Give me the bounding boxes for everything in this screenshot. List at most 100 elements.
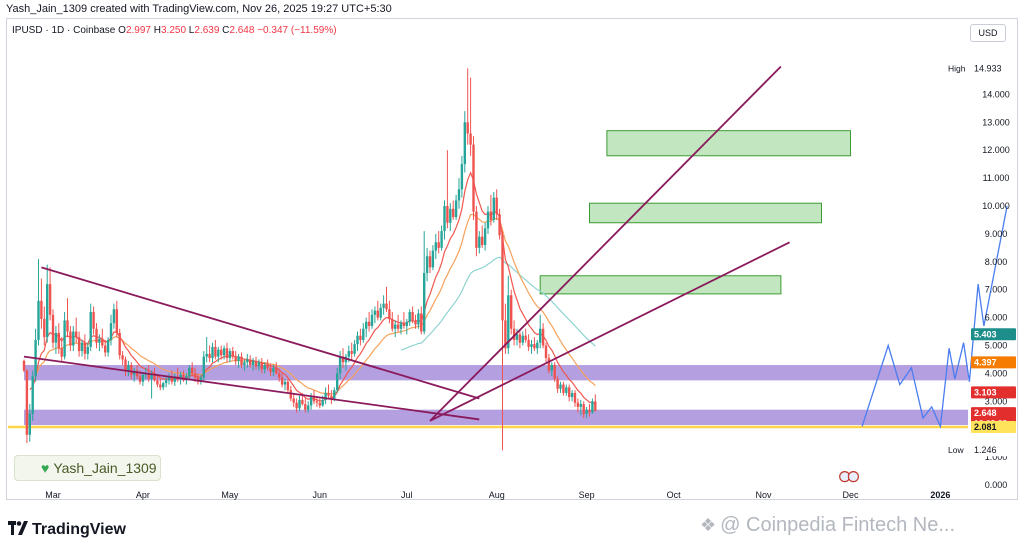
candle-body[interactable] <box>147 373 150 379</box>
candle-body[interactable] <box>367 321 371 326</box>
candle-body[interactable] <box>507 295 510 349</box>
candle-body[interactable] <box>559 384 562 389</box>
candle-body[interactable] <box>504 320 507 349</box>
candle-body[interactable] <box>135 370 139 377</box>
candle-body[interactable] <box>28 413 31 435</box>
candle-body[interactable] <box>109 323 113 340</box>
candle-body[interactable] <box>553 365 556 379</box>
candle-body[interactable] <box>327 392 330 396</box>
candle-body[interactable] <box>251 360 255 366</box>
candle-body[interactable] <box>263 365 266 370</box>
candle-body[interactable] <box>544 345 548 359</box>
candle-body[interactable] <box>420 313 423 332</box>
candle-body[interactable] <box>83 342 87 354</box>
candle-body[interactable] <box>295 402 298 409</box>
candle-body[interactable] <box>40 300 43 319</box>
candle-body[interactable] <box>211 346 214 359</box>
candle-body[interactable] <box>350 351 353 354</box>
candle-body[interactable] <box>249 359 252 366</box>
candle-body[interactable] <box>373 310 377 315</box>
candle-body[interactable] <box>234 356 237 361</box>
candle-body[interactable] <box>257 362 261 367</box>
candle-body[interactable] <box>80 342 84 352</box>
candle-body[interactable] <box>414 320 417 325</box>
candle-body[interactable] <box>156 380 159 385</box>
candle-body[interactable] <box>275 367 278 374</box>
candle-body[interactable] <box>492 197 495 220</box>
candle-body[interactable] <box>208 353 211 359</box>
candle-body[interactable] <box>283 381 287 385</box>
candle-body[interactable] <box>315 401 319 403</box>
candle-body[interactable] <box>280 377 284 385</box>
candle-body[interactable] <box>466 122 469 134</box>
candle-body[interactable] <box>115 309 118 333</box>
candle-body[interactable] <box>307 405 310 410</box>
candle-body[interactable] <box>118 332 121 356</box>
candle-body[interactable] <box>240 356 243 366</box>
candle-body[interactable] <box>431 250 435 268</box>
candle-body[interactable] <box>338 356 342 374</box>
candle-body[interactable] <box>463 122 466 165</box>
candle-body[interactable] <box>127 365 130 371</box>
candle-body[interactable] <box>434 242 437 251</box>
candle-body[interactable] <box>475 211 478 248</box>
candle-body[interactable] <box>266 365 269 368</box>
candle-body[interactable] <box>365 321 368 329</box>
candle-body[interactable] <box>202 356 205 378</box>
candle-body[interactable] <box>167 377 171 381</box>
candle-body[interactable] <box>341 356 345 363</box>
candle-body[interactable] <box>104 345 107 353</box>
candle-body[interactable] <box>141 374 145 382</box>
candle-body[interactable] <box>594 401 597 412</box>
candle-body[interactable] <box>286 381 290 391</box>
candle-body[interactable] <box>121 355 124 360</box>
trendline-wedge-bottom-down[interactable] <box>23 355 480 421</box>
candle-body[interactable] <box>301 399 304 405</box>
candle-body[interactable] <box>106 339 110 353</box>
candle-body[interactable] <box>22 360 26 371</box>
legend-symbol[interactable]: IPUSD · 1D · Coinbase <box>12 25 116 36</box>
candle-body[interactable] <box>51 314 55 343</box>
candle-body[interactable] <box>170 377 174 382</box>
candle-body[interactable] <box>162 383 165 388</box>
candle-body[interactable] <box>527 339 530 347</box>
candle-body[interactable] <box>556 378 559 389</box>
candle-body[interactable] <box>222 348 226 356</box>
candle-body[interactable] <box>399 323 403 329</box>
candle-body[interactable] <box>95 328 98 343</box>
trendline-channel-lower[interactable] <box>429 241 791 422</box>
projection-path[interactable] <box>861 205 1008 429</box>
candle-body[interactable] <box>101 338 104 346</box>
candle-body[interactable] <box>486 211 490 229</box>
candle-body[interactable] <box>469 133 472 145</box>
candle-body[interactable] <box>298 399 301 409</box>
tradingview-brand[interactable]: TradingView <box>8 520 126 539</box>
candle-body[interactable] <box>124 359 127 371</box>
candle-body[interactable] <box>385 303 388 310</box>
candle-body[interactable] <box>495 197 498 215</box>
candle-body[interactable] <box>524 335 527 340</box>
candle-body[interactable] <box>425 256 429 273</box>
candle-body[interactable] <box>205 353 208 357</box>
candle-body[interactable] <box>292 398 295 403</box>
candle-body[interactable] <box>568 387 571 398</box>
candle-body[interactable] <box>518 334 522 343</box>
candle-body[interactable] <box>512 328 516 340</box>
candle-body[interactable] <box>347 351 350 357</box>
candle-body[interactable] <box>481 236 484 246</box>
candle-body[interactable] <box>370 314 374 326</box>
candle-body[interactable] <box>225 348 229 359</box>
candle-body[interactable] <box>214 346 217 357</box>
candle-body[interactable] <box>483 228 487 246</box>
candle-body[interactable] <box>43 318 46 338</box>
candle-body[interactable] <box>394 324 397 329</box>
candle-body[interactable] <box>576 402 580 407</box>
candle-body[interactable] <box>77 337 81 352</box>
candle-body[interactable] <box>37 300 40 340</box>
candle-body[interactable] <box>591 401 594 413</box>
candle-body[interactable] <box>446 206 449 223</box>
candle-body[interactable] <box>550 365 553 371</box>
candle-body[interactable] <box>547 358 551 371</box>
candle-body[interactable] <box>396 324 400 329</box>
candle-body[interactable] <box>231 351 234 357</box>
